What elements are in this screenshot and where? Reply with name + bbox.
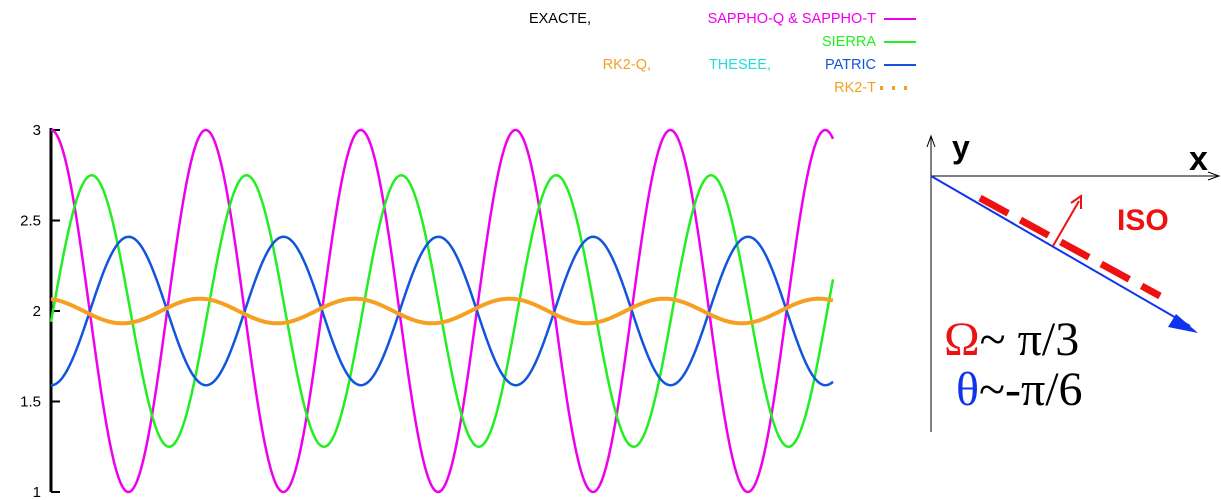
inset-x-arrowhead [1207,171,1221,181]
y-tick-label: 1.5 [20,394,41,411]
series-line-sappho-q-sappho-t [50,128,835,494]
normal-vector [1052,200,1080,247]
flow-direction-arrowhead [1168,314,1198,333]
theta-symbol: θ [956,363,979,416]
series-line-rk2-t [50,296,834,326]
y-tick-label: 3 [33,122,41,139]
theta-label: θ~-π/6 [956,363,1083,416]
inset-y-arrowhead [926,134,936,148]
y-tick-label: 2 [33,303,41,320]
omega-label: Ω~ π/3 [944,313,1079,366]
inset-y-label: y [952,129,970,165]
legend-thesee-label: THESEE, [709,57,771,73]
normal-vector-arrowhead [1070,194,1082,209]
y-ticks: 1 1.5 2 2.5 3 [20,122,60,500]
inset-diagram: y x ISO Ω~ π/3 θ~-π/6 [926,129,1221,432]
y-tick-label: 2.5 [20,213,41,230]
legend-sierra-label: SIERRA [822,34,876,50]
legend-rk2q-label: RK2-Q, [603,57,651,73]
iso-dashed-line [978,194,1162,300]
legend-patric-label: PATRIC [825,57,876,73]
legend: EXACTE, SAPPHO-Q & SAPPHO-T SIERRA RK2-Q… [529,11,916,96]
theta-value: ~-π/6 [979,363,1083,416]
omega-value: ~ π/3 [980,313,1080,366]
omega-symbol: Ω [944,313,980,366]
legend-rk2t-label: RK2-T [834,80,876,96]
legend-sappho-label: SAPPHO-Q & SAPPHO-T [708,11,877,27]
flow-direction-line [930,175,1191,327]
series-group [49,128,835,494]
series-line-patric [50,235,834,387]
inset-x-label: x [1189,140,1208,178]
y-tick-label: 1 [33,484,41,500]
legend-exacte-label: EXACTE, [529,11,591,27]
iso-label: ISO [1117,204,1169,237]
